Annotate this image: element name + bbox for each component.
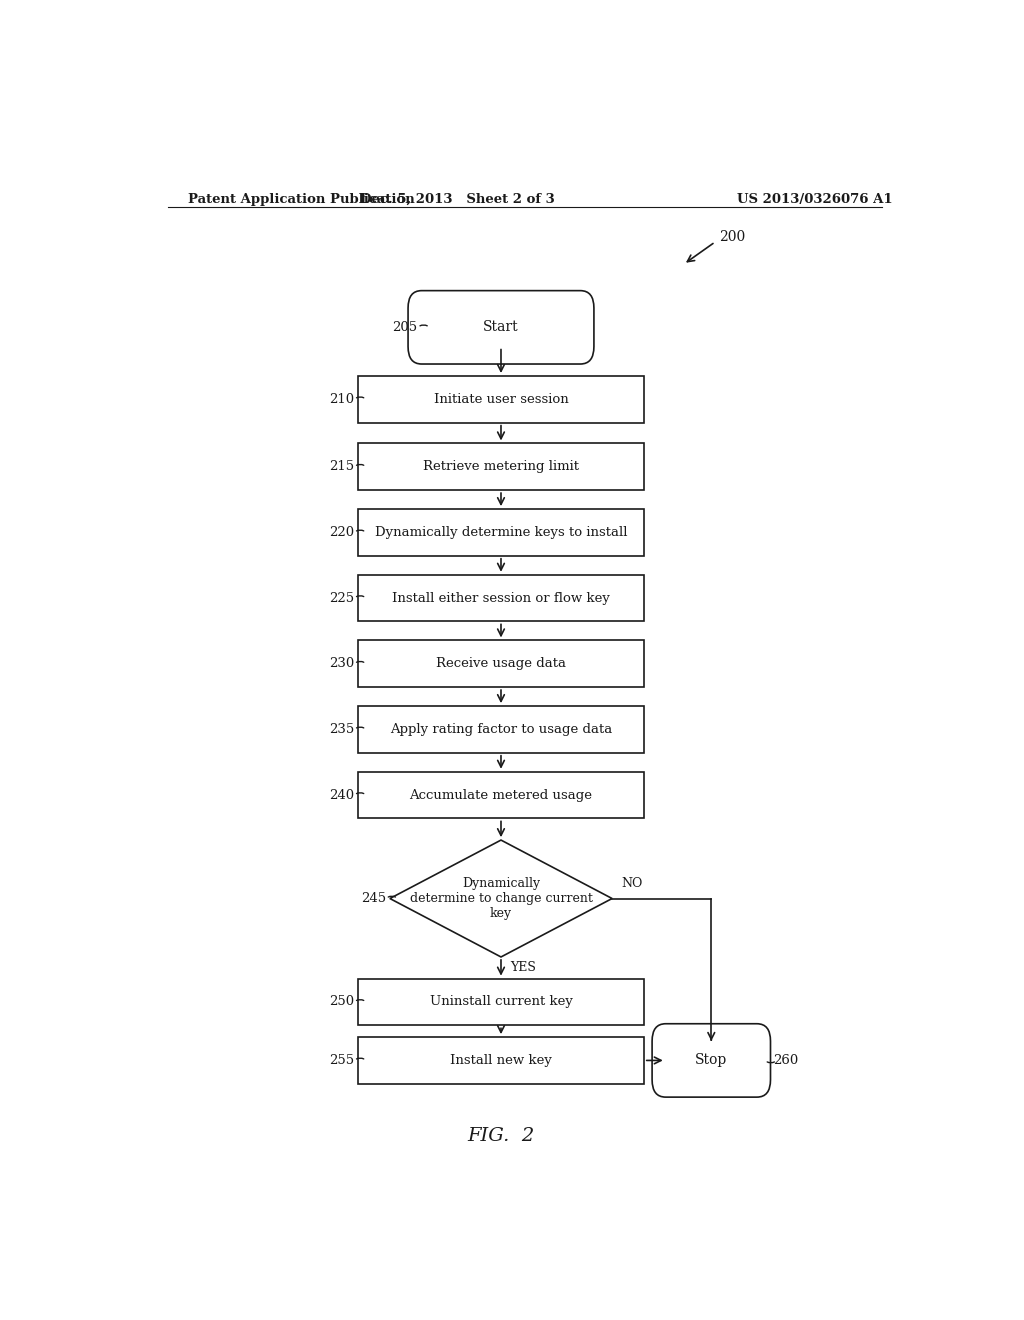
FancyBboxPatch shape (652, 1024, 770, 1097)
Bar (358, 772, 644, 818)
Bar (358, 574, 644, 622)
Text: Initiate user session: Initiate user session (433, 393, 568, 405)
FancyBboxPatch shape (408, 290, 594, 364)
Text: 225: 225 (329, 591, 354, 605)
Text: Retrieve metering limit: Retrieve metering limit (423, 461, 579, 474)
Text: 255: 255 (329, 1053, 354, 1067)
Text: NO: NO (622, 878, 643, 891)
Text: 220: 220 (329, 525, 354, 539)
Bar (358, 444, 644, 490)
Text: 245: 245 (360, 892, 386, 906)
Text: Patent Application Publication: Patent Application Publication (187, 193, 415, 206)
Text: YES: YES (511, 961, 537, 974)
Text: Accumulate metered usage: Accumulate metered usage (410, 788, 593, 801)
Text: Dynamically determine keys to install: Dynamically determine keys to install (375, 525, 628, 539)
Bar (358, 978, 644, 1026)
Text: 230: 230 (329, 657, 354, 671)
Text: Install either session or flow key: Install either session or flow key (392, 591, 610, 605)
Text: Start: Start (483, 321, 519, 334)
Text: 205: 205 (392, 321, 418, 334)
Text: 240: 240 (329, 788, 354, 801)
Text: 210: 210 (329, 393, 354, 405)
Text: Dynamically
determine to change current
key: Dynamically determine to change current … (410, 876, 593, 920)
Bar (358, 640, 644, 688)
Text: Apply rating factor to usage data: Apply rating factor to usage data (390, 723, 612, 737)
Text: Stop: Stop (695, 1053, 727, 1068)
Polygon shape (390, 840, 612, 957)
Text: 200: 200 (719, 231, 745, 244)
Text: Uninstall current key: Uninstall current key (429, 995, 572, 1008)
Text: US 2013/0326076 A1: US 2013/0326076 A1 (736, 193, 892, 206)
Text: 250: 250 (329, 995, 354, 1008)
Bar (358, 706, 644, 752)
Text: 260: 260 (773, 1053, 798, 1067)
Text: 215: 215 (329, 461, 354, 474)
Bar (358, 1038, 644, 1084)
Text: Receive usage data: Receive usage data (436, 657, 566, 671)
Text: Dec. 5, 2013   Sheet 2 of 3: Dec. 5, 2013 Sheet 2 of 3 (360, 193, 555, 206)
Text: 235: 235 (329, 723, 354, 737)
Text: FIG.  2: FIG. 2 (467, 1127, 535, 1146)
Bar (358, 510, 644, 556)
Bar (358, 376, 644, 422)
Text: Install new key: Install new key (451, 1053, 552, 1067)
